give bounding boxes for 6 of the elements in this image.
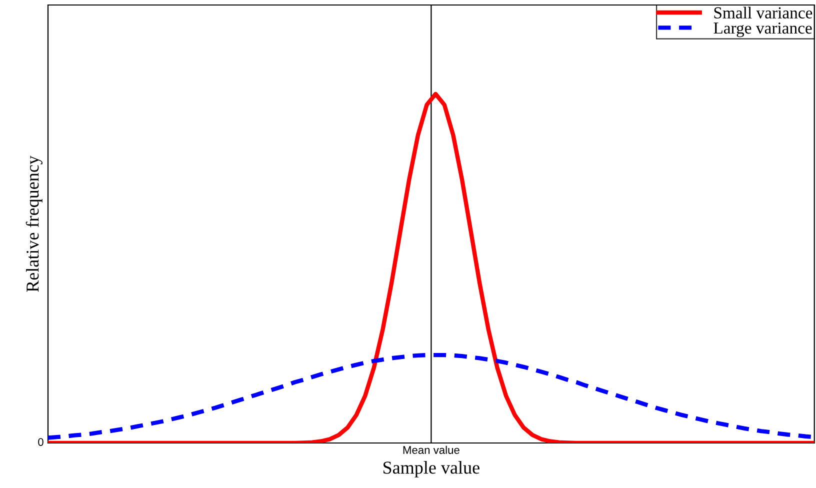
y-axis-title: Relative frequency — [26, 156, 42, 292]
legend-label: Large variance — [714, 22, 812, 38]
x-axis-title: Sample value — [384, 461, 480, 478]
text: Mean value — [403, 446, 460, 454]
text: 0 — [38, 438, 44, 446]
legend-label: Small variance — [714, 6, 812, 18]
